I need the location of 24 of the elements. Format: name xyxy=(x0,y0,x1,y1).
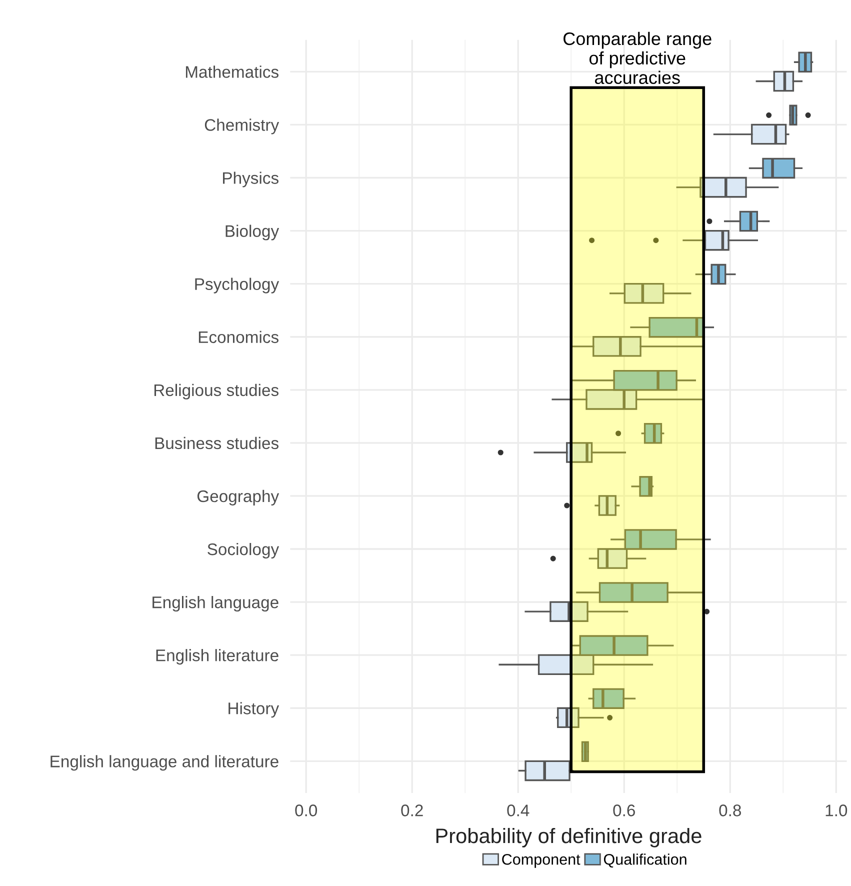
x-tick-label: 0.4 xyxy=(507,804,530,816)
legend-label: Qualification xyxy=(604,854,686,868)
y-tick-label: Psychology xyxy=(195,278,280,294)
y-tick-label: Business studies xyxy=(155,436,278,450)
y-tick-label: Economics xyxy=(198,330,278,344)
y-tick-label: English language and literature xyxy=(50,755,278,771)
y-tick-label: English language xyxy=(152,596,278,612)
x-tick-label: 0.6 xyxy=(613,804,635,816)
x-tick-label: 0.2 xyxy=(401,804,423,816)
y-tick-label: English literature xyxy=(156,649,278,665)
y-tick-label: Physics xyxy=(223,172,278,188)
y-tick-label: Biology xyxy=(226,224,280,240)
x-axis-title: Probability of definitive grade xyxy=(436,828,702,848)
y-tick-label: Sociology xyxy=(208,542,280,559)
y-tick-label: History xyxy=(228,702,280,718)
x-tick-label: 0.8 xyxy=(719,804,741,816)
y-tick-label: Chemistry xyxy=(204,118,280,134)
band-label: Comparable range of predictive accuracies xyxy=(564,32,712,84)
x-tick-label: 1.0 xyxy=(826,804,848,816)
x-tick-label: 0.0 xyxy=(295,804,318,816)
y-tick-label: Mathematics xyxy=(186,66,278,78)
y-tick-label: Geography xyxy=(197,490,280,506)
y-tick-label: Religious studies xyxy=(154,384,278,400)
legend-label: Component xyxy=(502,854,580,868)
